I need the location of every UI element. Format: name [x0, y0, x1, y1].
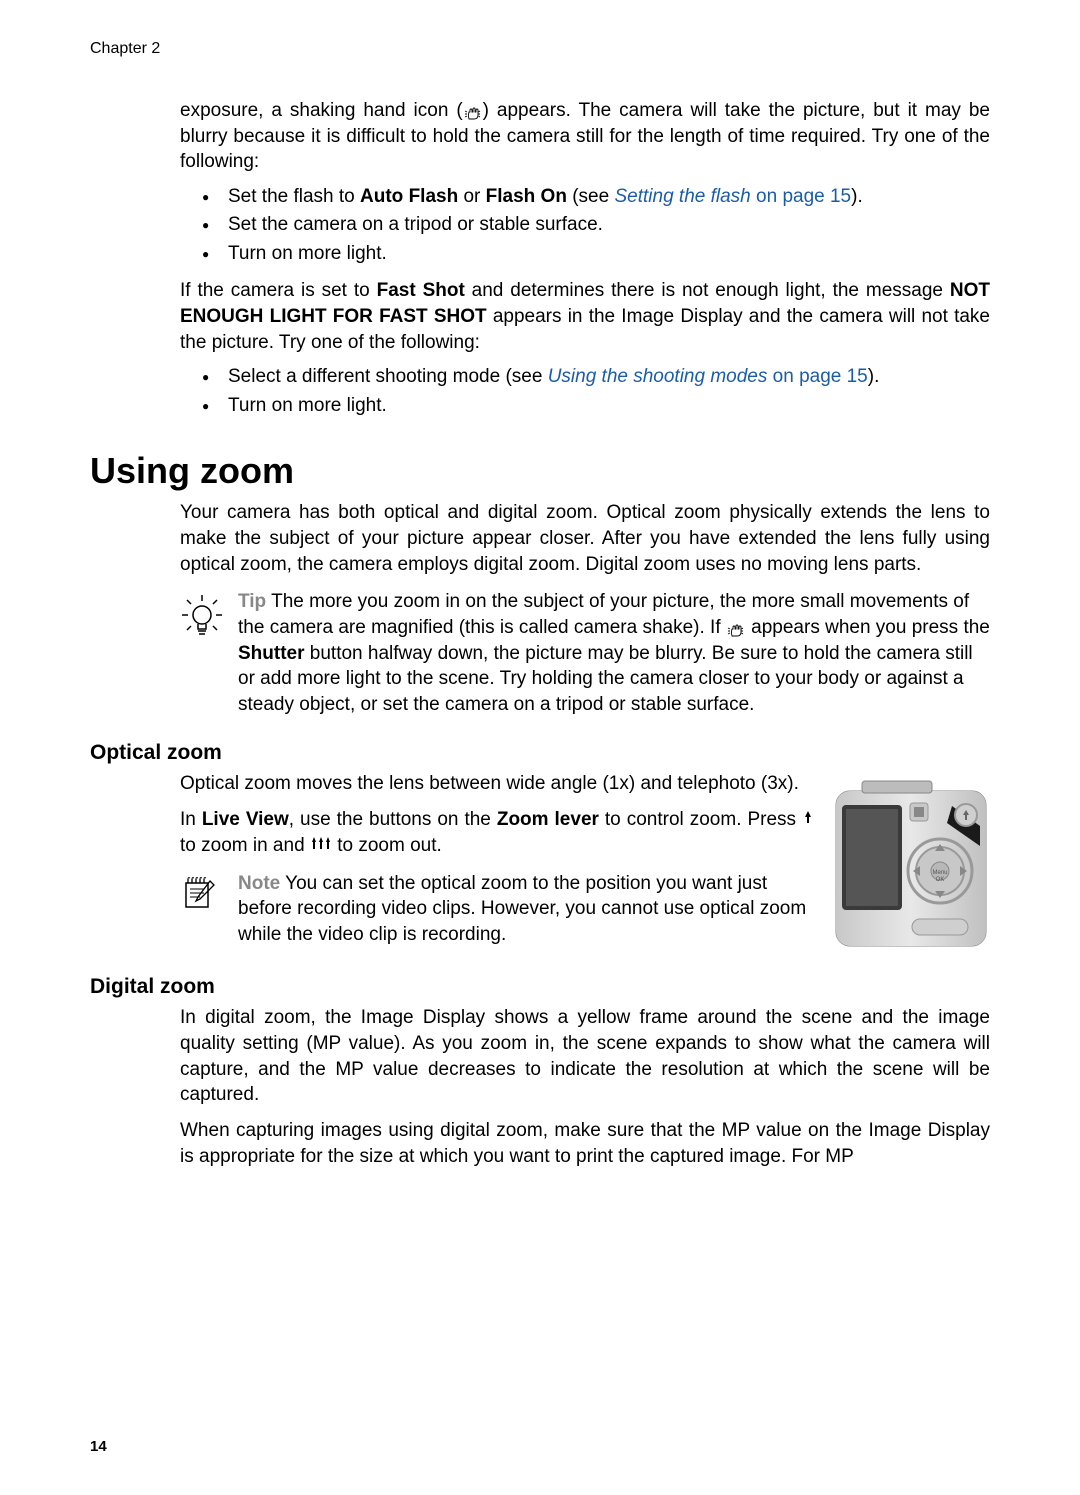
text: If the camera is set to	[180, 280, 377, 301]
bold: Zoom lever	[497, 809, 599, 830]
digital-para-2: When capturing images using digital zoom…	[180, 1118, 990, 1169]
text: exposure, a shaking hand icon (	[180, 100, 463, 121]
intro-para-1: exposure, a shaking hand icon () appears…	[180, 98, 990, 175]
shaking-hand-icon	[726, 620, 746, 636]
text: to zoom out.	[332, 835, 442, 856]
text: (see	[567, 186, 615, 207]
link-suffix[interactable]: on page 15	[751, 186, 851, 207]
bold: Auto Flash	[360, 186, 458, 207]
digital-para-1: In digital zoom, the Image Display shows…	[180, 1005, 990, 1108]
heading-digital-zoom: Digital zoom	[90, 975, 990, 999]
text: appears when you press the	[746, 617, 990, 638]
text: Select a different shooting mode (see	[228, 366, 548, 387]
list-item: Set the flash to Auto Flash or Flash On …	[180, 183, 990, 212]
intro-bullets-1: Set the flash to Auto Flash or Flash On …	[180, 183, 990, 269]
text: , use the buttons on the	[289, 809, 497, 830]
page-number: 14	[90, 1438, 107, 1455]
text: button halfway down, the picture may be …	[238, 643, 973, 715]
link-shooting-modes[interactable]: Using the shooting modes	[548, 366, 768, 387]
optical-para-1: Optical zoom moves the lens between wide…	[180, 771, 814, 797]
list-item: Set the camera on a tripod or stable sur…	[180, 211, 990, 240]
tip-text: Tip The more you zoom in on the subject …	[238, 589, 990, 717]
text: In	[180, 809, 202, 830]
note-label: Note	[238, 873, 280, 894]
tip-block: Tip The more you zoom in on the subject …	[180, 589, 990, 717]
text: to zoom in and	[180, 835, 310, 856]
zoom-in-icon	[802, 807, 814, 833]
svg-text:Menu: Menu	[932, 870, 947, 876]
optical-para-2: In Live View, use the buttons on the Zoo…	[180, 807, 814, 859]
text: You can set the optical zoom to the posi…	[238, 873, 806, 945]
bold: Shutter	[238, 643, 305, 664]
text: to control zoom. Press	[599, 809, 802, 830]
zoom-para: Your camera has both optical and digital…	[180, 500, 990, 577]
link-setting-flash[interactable]: Setting the flash	[614, 186, 750, 207]
text: ).	[851, 186, 863, 207]
svg-text:OK: OK	[936, 877, 945, 883]
note-text: Note You can set the optical zoom to the…	[238, 871, 814, 948]
list-item: Select a different shooting mode (see Us…	[180, 363, 990, 392]
link-suffix[interactable]: on page 15	[767, 366, 867, 387]
text: ).	[868, 366, 880, 387]
bold: Live View	[202, 809, 289, 830]
text: or	[458, 186, 485, 207]
lightbulb-icon	[180, 589, 224, 717]
list-item: Turn on more light.	[180, 392, 990, 421]
intro-bullets-2: Select a different shooting mode (see Us…	[180, 363, 990, 420]
heading-using-zoom: Using zoom	[90, 450, 990, 492]
text: and determines there is not enough light…	[465, 280, 950, 301]
intro-para-2: If the camera is set to Fast Shot and de…	[180, 278, 990, 355]
notepad-icon	[180, 871, 224, 948]
chapter-label: Chapter 2	[90, 40, 990, 58]
tip-label: Tip	[238, 591, 266, 612]
shaking-hand-icon	[463, 103, 483, 119]
camera-illustration: Menu OK	[832, 771, 990, 951]
list-item: Turn on more light.	[180, 240, 990, 269]
bold: Fast Shot	[377, 280, 465, 301]
text: Set the flash to	[228, 186, 360, 207]
bold: Flash On	[486, 186, 567, 207]
zoom-out-icon	[310, 833, 332, 859]
note-block: Note You can set the optical zoom to the…	[180, 871, 814, 948]
heading-optical-zoom: Optical zoom	[90, 741, 990, 765]
